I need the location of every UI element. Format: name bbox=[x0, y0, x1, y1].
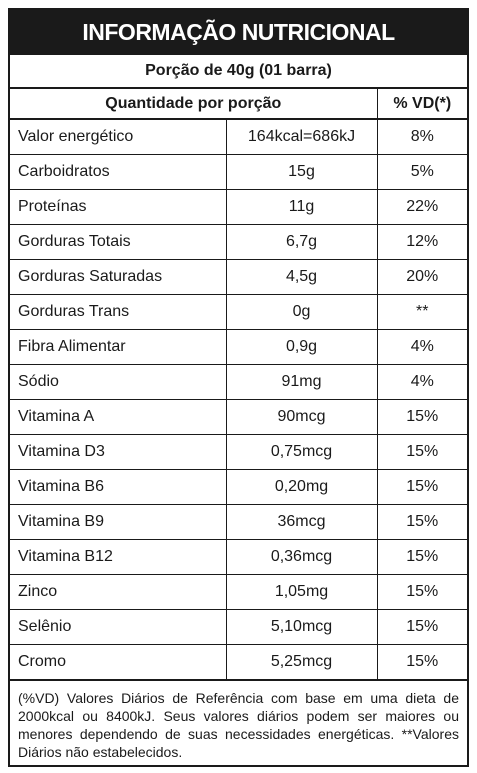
table-header: Quantidade por porção % VD(*) bbox=[10, 89, 468, 120]
nutrient-quantity: 6,7g bbox=[225, 224, 378, 260]
nutrient-quantity: 0,20mg bbox=[225, 469, 378, 505]
nutrient-quantity: 36mcg bbox=[225, 504, 378, 540]
table-row: Proteínas 11g 22% bbox=[10, 189, 468, 225]
nutrient-vd: 8% bbox=[376, 118, 468, 155]
nutrient-quantity: 164kcal=686kJ bbox=[225, 118, 378, 155]
nutrient-vd: 12% bbox=[376, 224, 468, 260]
table-row: Selênio 5,10mcg 15% bbox=[10, 609, 468, 645]
table-row: Vitamina A 90mcg 15% bbox=[10, 399, 468, 435]
table-row: Gorduras Trans 0g ** bbox=[10, 294, 468, 330]
nutrition-facts-label: INFORMAÇÃO NUTRICIONAL Porção de 40g (01… bbox=[8, 8, 469, 767]
nutrient-quantity: 11g bbox=[225, 189, 378, 225]
table-row: Vitamina D3 0,75mcg 15% bbox=[10, 434, 468, 470]
label-title: INFORMAÇÃO NUTRICIONAL bbox=[10, 10, 467, 55]
table-row: Carboidratos 15g 5% bbox=[10, 154, 468, 190]
table-body: Valor energético 164kcal=686kJ 8% Carboidra… bbox=[10, 118, 468, 680]
header-vd: % VD(*) bbox=[376, 89, 468, 120]
nutrient-quantity: 0,9g bbox=[225, 329, 378, 365]
nutrient-name: Gorduras Totais bbox=[10, 224, 227, 260]
table-row: Cromo 5,25mcg 15% bbox=[10, 644, 468, 680]
nutrient-name: Gorduras Saturadas bbox=[10, 259, 227, 295]
nutrient-name: Sódio bbox=[10, 364, 227, 400]
nutrient-vd: 15% bbox=[376, 504, 468, 540]
nutrient-name: Gorduras Trans bbox=[10, 294, 227, 330]
nutrient-vd: 15% bbox=[376, 609, 468, 645]
table-row: Vitamina B9 36mcg 15% bbox=[10, 504, 468, 540]
nutrient-vd: 15% bbox=[376, 469, 468, 505]
nutrient-name: Vitamina A bbox=[10, 399, 227, 435]
nutrient-vd: 15% bbox=[376, 644, 468, 680]
table-row: Zinco 1,05mg 15% bbox=[10, 574, 468, 610]
nutrient-name: Vitamina B12 bbox=[10, 539, 227, 575]
table-row: Gorduras Saturadas 4,5g 20% bbox=[10, 259, 468, 295]
nutrient-quantity: 0,75mcg bbox=[225, 434, 378, 470]
nutrient-name: Cromo bbox=[10, 644, 227, 680]
nutrient-name: Zinco bbox=[10, 574, 227, 610]
nutrient-vd: 22% bbox=[376, 189, 468, 225]
nutrient-name: Carboidratos bbox=[10, 154, 227, 190]
nutrient-vd: 15% bbox=[376, 399, 468, 435]
nutrient-vd: 15% bbox=[376, 434, 468, 470]
table-row: Valor energético 164kcal=686kJ 8% bbox=[10, 118, 468, 155]
table-row: Vitamina B6 0,20mg 15% bbox=[10, 469, 468, 505]
nutrient-quantity: 91mg bbox=[225, 364, 378, 400]
nutrient-name: Selênio bbox=[10, 609, 227, 645]
header-row: Quantidade por porção % VD(*) bbox=[10, 89, 468, 120]
nutrient-vd: 4% bbox=[376, 364, 468, 400]
nutrient-name: Vitamina B6 bbox=[10, 469, 227, 505]
nutrient-vd: 15% bbox=[376, 539, 468, 575]
table-row: Fibra Alimentar 0,9g 4% bbox=[10, 329, 468, 365]
nutrient-quantity: 0g bbox=[225, 294, 378, 330]
nutrient-name: Fibra Alimentar bbox=[10, 329, 227, 365]
nutrient-name: Vitamina D3 bbox=[10, 434, 227, 470]
nutrient-quantity: 15g bbox=[225, 154, 378, 190]
nutrient-vd: ** bbox=[376, 294, 468, 330]
table-row: Sódio 91mg 4% bbox=[10, 364, 468, 400]
table-row: Vitamina B12 0,36mcg 15% bbox=[10, 539, 468, 575]
nutrient-vd: 5% bbox=[376, 154, 468, 190]
nutrient-quantity: 1,05mg bbox=[225, 574, 378, 610]
nutrient-name: Valor energético bbox=[10, 118, 227, 155]
table-row: Gorduras Totais 6,7g 12% bbox=[10, 224, 468, 260]
nutrient-vd: 20% bbox=[376, 259, 468, 295]
serving-size: Porção de 40g (01 barra) bbox=[10, 55, 467, 89]
nutrient-name: Vitamina B9 bbox=[10, 504, 227, 540]
nutrient-quantity: 5,10mcg bbox=[225, 609, 378, 645]
nutrient-vd: 15% bbox=[376, 574, 468, 610]
header-quantity: Quantidade por porção bbox=[10, 89, 378, 120]
nutrient-name: Proteínas bbox=[10, 189, 227, 225]
nutrient-quantity: 5,25mcg bbox=[225, 644, 378, 680]
nutrient-quantity: 4,5g bbox=[225, 259, 378, 295]
nutrient-quantity: 90mcg bbox=[225, 399, 378, 435]
nutrient-vd: 4% bbox=[376, 329, 468, 365]
nutrition-table: Quantidade por porção % VD(*) Valor ener… bbox=[10, 89, 468, 680]
nutrient-quantity: 0,36mcg bbox=[225, 539, 378, 575]
footnote: (%VD) Valores Diários de Referência com … bbox=[10, 680, 467, 767]
